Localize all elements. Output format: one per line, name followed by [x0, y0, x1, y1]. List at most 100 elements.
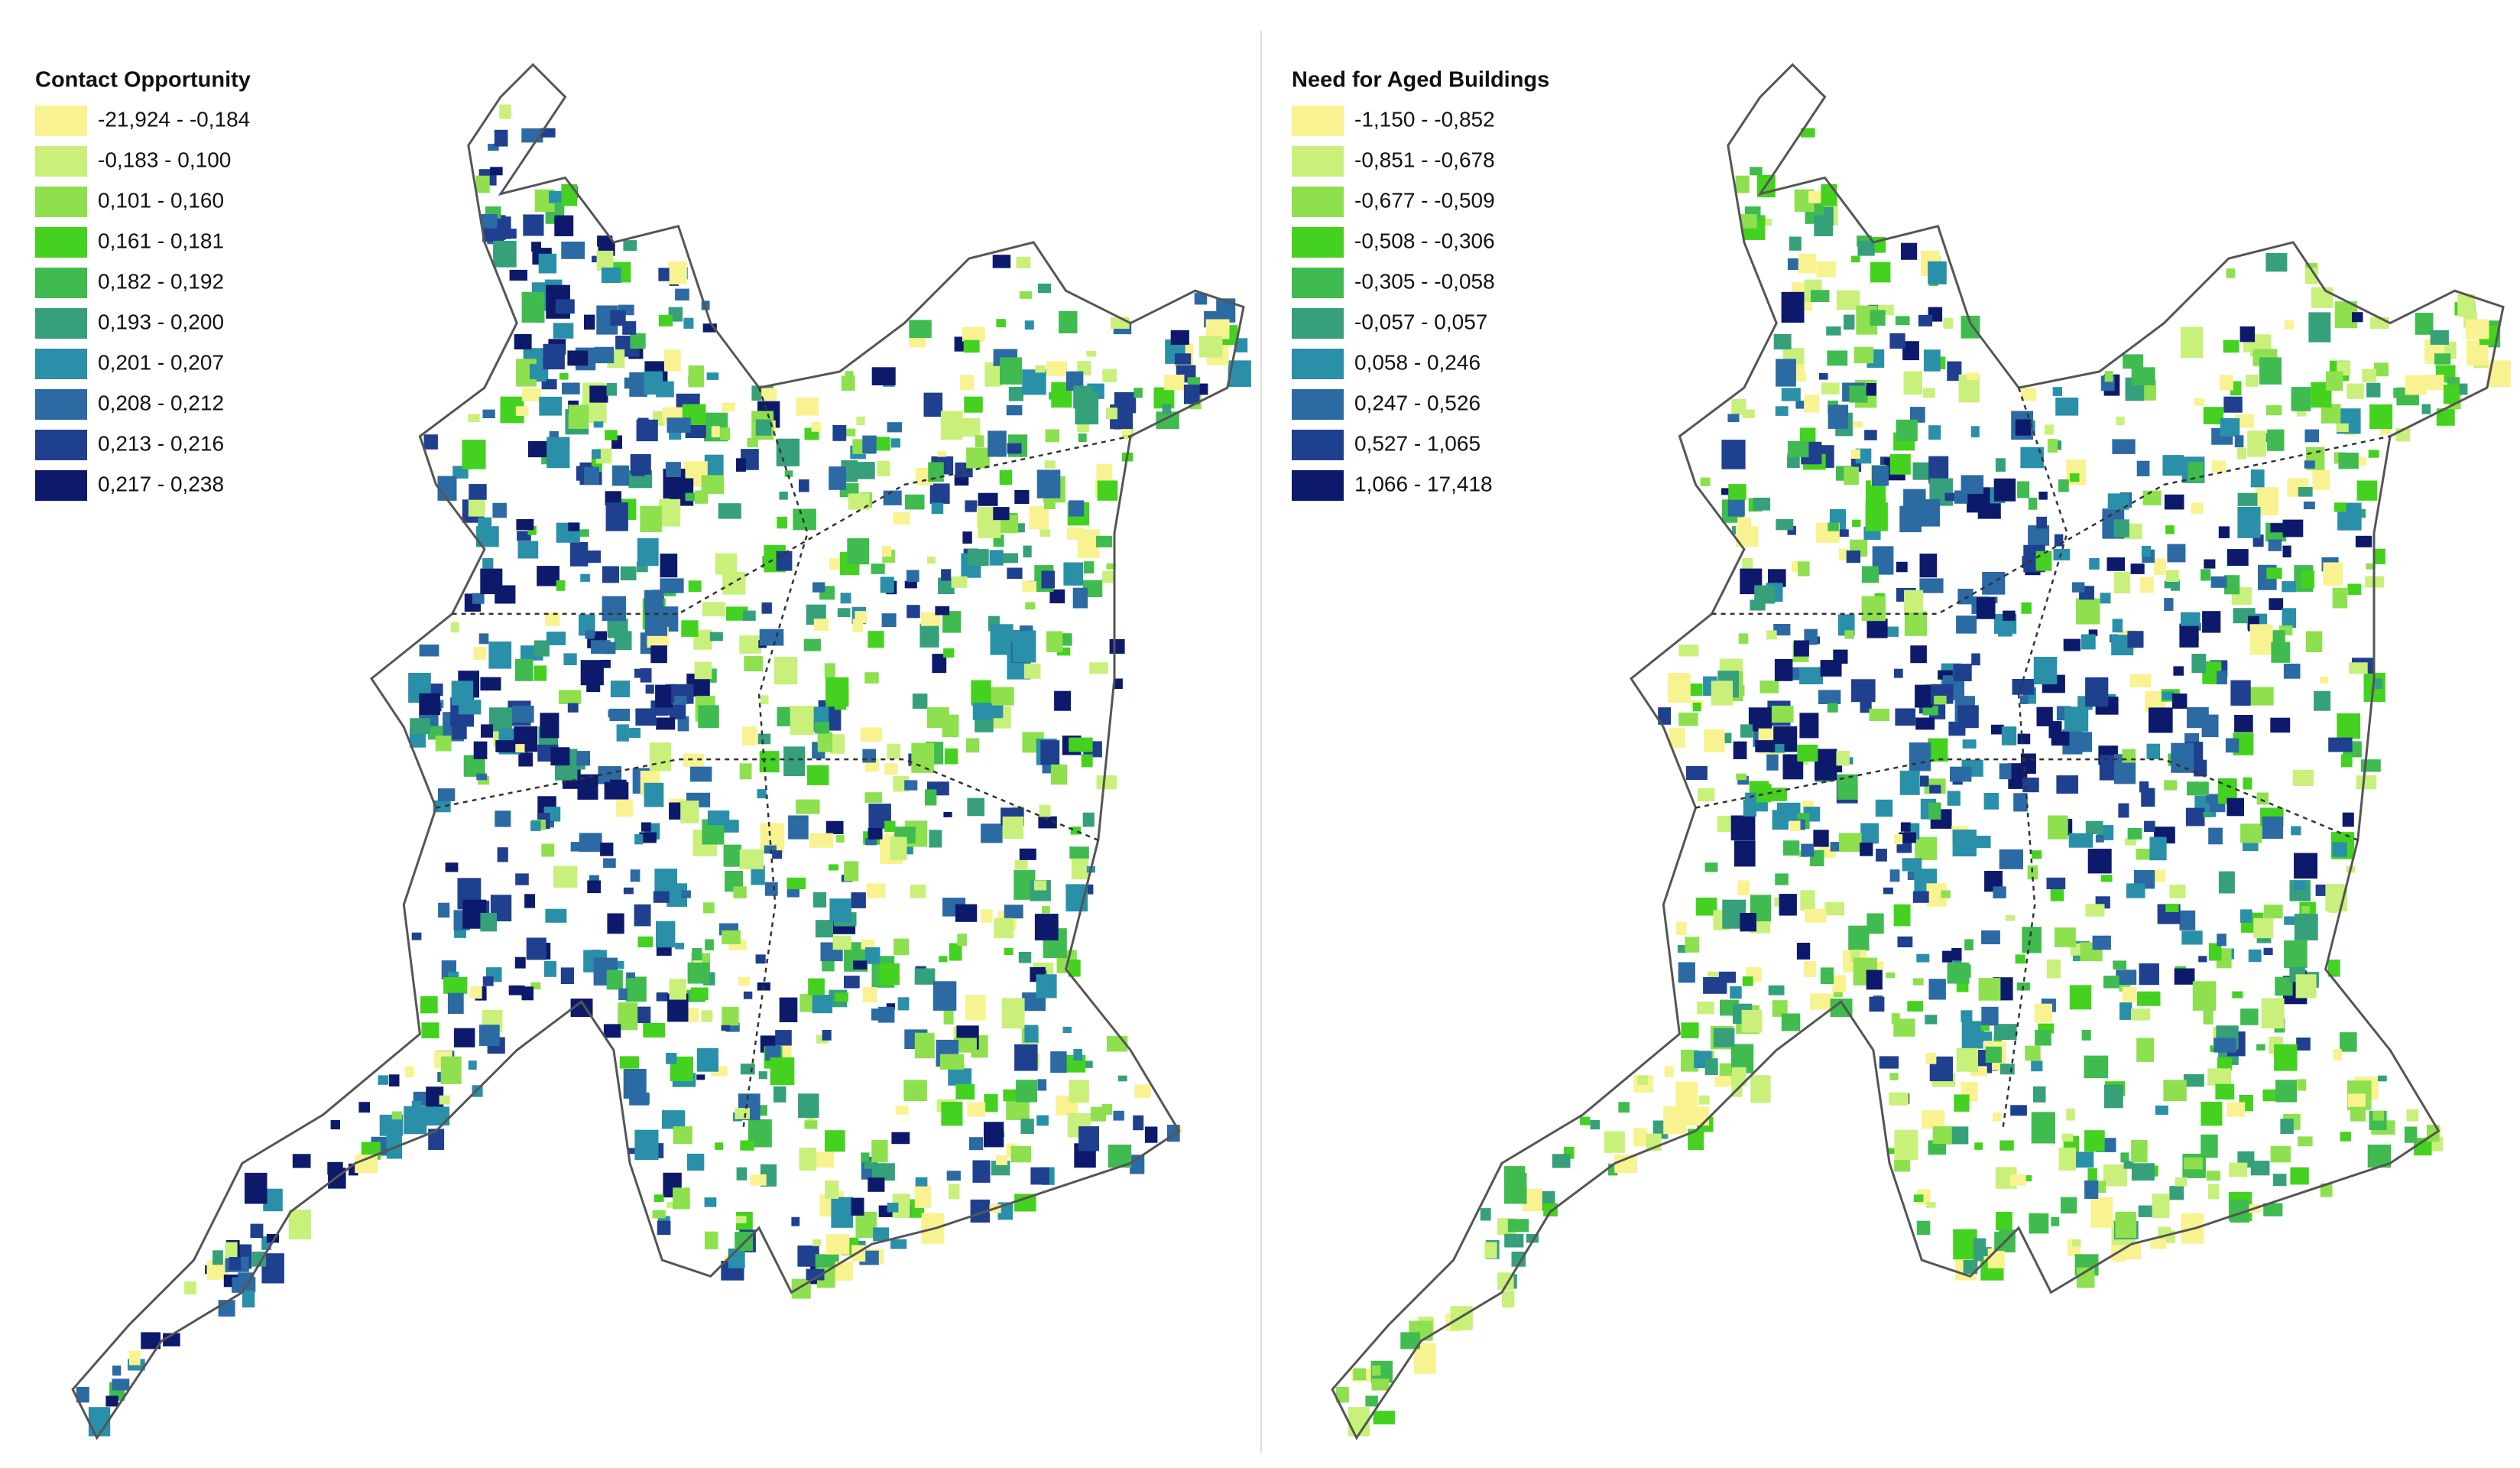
map-patch	[1497, 1272, 1514, 1290]
map-patch	[1896, 561, 1908, 573]
map-patch	[607, 619, 628, 638]
map-patch	[1830, 842, 1840, 852]
map-patch	[105, 1395, 118, 1407]
map-patch	[630, 1073, 639, 1080]
map-patch	[658, 1216, 670, 1224]
map-patch	[2019, 695, 2029, 704]
map-patch	[887, 743, 900, 759]
map-patch	[1016, 1080, 1037, 1103]
map-patch	[509, 269, 527, 281]
map-patch	[618, 988, 628, 1000]
map-patch	[634, 904, 651, 927]
map-patch	[615, 799, 634, 817]
map-patch	[2113, 519, 2129, 538]
map-patch	[874, 437, 890, 451]
map-patch	[1873, 960, 1884, 969]
map-patch	[2208, 827, 2223, 845]
map-patch	[480, 677, 501, 691]
map-patch	[1695, 898, 1717, 916]
map-patch	[1990, 724, 2004, 735]
map-patch	[735, 1216, 747, 1223]
map-patch	[2342, 812, 2354, 827]
map-patch	[1934, 695, 1947, 705]
legend-title: Need for Aged Buildings	[1292, 68, 1549, 93]
map-patch	[2249, 687, 2274, 706]
map-patch	[829, 558, 840, 570]
map-patch	[964, 396, 983, 413]
map-patch	[949, 1184, 960, 1200]
map-patch	[1484, 1242, 1497, 1259]
map-patch	[1804, 395, 1820, 413]
legend-swatch	[1292, 389, 1344, 420]
district-boundary	[436, 758, 1099, 841]
map-patch	[963, 339, 980, 353]
map-patch	[1737, 775, 1750, 785]
map-patch	[555, 299, 575, 314]
map-patch	[2250, 469, 2265, 488]
map-patch	[2081, 1030, 2091, 1041]
map-patch	[2421, 404, 2431, 414]
map-patch	[1925, 1053, 1937, 1064]
map-patch	[871, 1008, 891, 1021]
map-patch	[1004, 905, 1023, 919]
map-patch	[472, 593, 485, 604]
map-patch	[527, 441, 550, 458]
map-patch	[957, 934, 967, 947]
map-patch	[2320, 676, 2329, 684]
map-patch	[1733, 741, 1747, 759]
map-patch	[2434, 353, 2451, 365]
map-patch	[718, 503, 741, 519]
map-patch	[1916, 1220, 1931, 1236]
map-patch	[2275, 976, 2293, 996]
map-patch	[806, 765, 829, 785]
map-patch	[462, 440, 486, 469]
map-patch	[1685, 937, 1700, 953]
map-patch	[1977, 1031, 1993, 1041]
map-patch	[799, 1147, 817, 1171]
map-patch	[1950, 766, 1972, 782]
map-patch	[482, 976, 494, 986]
map-patch	[1007, 567, 1023, 580]
map-patch	[355, 1155, 378, 1173]
map-patch	[2183, 1073, 2204, 1087]
map-patch	[388, 1074, 400, 1086]
map-patch	[2356, 775, 2377, 790]
map-patch	[603, 858, 616, 868]
map-patch	[1896, 419, 1918, 442]
map-patch	[2263, 947, 2273, 955]
map-patch	[1928, 979, 1946, 1000]
map-patch	[893, 512, 910, 525]
legend-swatch	[1292, 308, 1344, 339]
map-patch	[1133, 1115, 1144, 1131]
map-patch	[967, 797, 984, 817]
map-patch	[1614, 1155, 1638, 1173]
map-patch	[2294, 880, 2307, 891]
map-patch	[1876, 849, 1887, 862]
map-patch	[2174, 968, 2195, 985]
map-patch	[1335, 1386, 1349, 1403]
map-patch	[601, 660, 611, 668]
map-patch	[726, 606, 748, 621]
map-patch	[2165, 525, 2175, 534]
map-patch	[1753, 497, 1771, 511]
map-patch	[2243, 841, 2259, 851]
map-patch	[2352, 312, 2363, 323]
map-patch	[1974, 1142, 1983, 1150]
map-patch	[587, 880, 602, 894]
map-patch	[1999, 1140, 2014, 1151]
map-patch	[2047, 439, 2058, 453]
map-patch	[1069, 500, 1085, 517]
map-patch	[1717, 816, 1734, 833]
map-patch	[1056, 647, 1071, 656]
map-patch	[2404, 1126, 2418, 1143]
map-patch	[1872, 465, 1889, 486]
map-patch	[1002, 816, 1023, 839]
map-patch	[965, 995, 986, 1021]
map-patch	[610, 310, 626, 326]
map-patch	[1054, 690, 1072, 711]
map-patch	[1916, 953, 1930, 963]
map-patch	[944, 748, 958, 765]
map-patch	[941, 1102, 963, 1126]
map-patch	[2430, 330, 2449, 345]
map-patch	[544, 961, 556, 977]
